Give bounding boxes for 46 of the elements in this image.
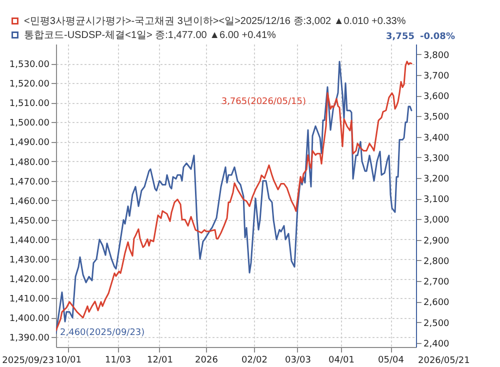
- y-tick-label: 1,430.00: [9, 256, 50, 266]
- annotation: 2,460(2025/09/23): [60, 328, 145, 338]
- x-tick-label: 03/03: [285, 356, 311, 366]
- y2-tick-label: 3,700: [424, 71, 450, 82]
- y-tick-label: 1,470.00: [9, 177, 50, 188]
- y2-tick-label: 3,500: [424, 112, 450, 123]
- y-tick-label: 1,480.00: [9, 158, 50, 168]
- annotation: 3,765(2026/05/15): [221, 97, 306, 107]
- x-tick-label: 2026: [195, 356, 218, 366]
- y-tick-label: 1,460.00: [9, 196, 50, 207]
- text: -0.08%: [420, 32, 455, 42]
- y-tick-label: 1,390.00: [9, 334, 50, 344]
- y-tick-label: 1,500.00: [9, 118, 50, 129]
- y-tick-label: 1,510.00: [9, 99, 50, 110]
- legend-label: 통합코드-USDSP-체결<1일> 종:1,477.00 ▲6.00 +0.41%: [24, 30, 276, 41]
- y2-tick-label: 3,100: [424, 195, 450, 206]
- y2-tick-label: 3,300: [424, 154, 450, 164]
- y2-tick-label: 2,900: [424, 236, 450, 246]
- y2-tick-label: 3,400: [424, 133, 450, 144]
- text: 2026/05/21: [418, 356, 470, 366]
- y-tick-label: 1,450.00: [9, 216, 50, 226]
- y-tick-label: 1,420.00: [9, 275, 50, 286]
- y-tick-label: 1,490.00: [9, 138, 50, 148]
- x-tick-label: 02/02: [242, 356, 268, 366]
- y-tick-label: 1,520.00: [9, 80, 50, 90]
- legend-label: <민평3사평균시가평가>-국고채권 3년이하><일>2025/12/16 종:3,002 ▲0.010 +0.33%: [24, 16, 406, 27]
- y-tick-label: 1,440.00: [9, 236, 50, 246]
- text: 2025/09/23: [2, 356, 54, 366]
- y-tick-label: 1,530.00: [9, 60, 50, 70]
- y2-tick-label: 3,600: [424, 92, 450, 102]
- x-tick-label: 05/04: [378, 356, 404, 366]
- y2-tick-label: 2,700: [424, 278, 450, 288]
- y2-tick-label: 3,000: [424, 216, 450, 226]
- y2-tick-label: 2,600: [424, 298, 450, 308]
- y2-tick-label: 3,200: [424, 174, 450, 184]
- y2-tick-label: 2,500: [424, 318, 450, 329]
- x-tick-label: 11/03: [105, 356, 131, 366]
- x-tick-label: 04/01: [328, 356, 354, 366]
- text: 3,755: [386, 32, 414, 42]
- y-tick-label: 1,400.00: [9, 314, 50, 324]
- y2-tick-label: 3,800: [424, 50, 450, 61]
- x-tick-label: 10/01: [56, 356, 82, 366]
- y2-tick-label: 2,400: [424, 339, 450, 350]
- y-tick-label: 1,410.00: [9, 294, 50, 305]
- y2-tick-label: 2,800: [424, 256, 450, 267]
- x-tick-label: 12/01: [147, 356, 173, 366]
